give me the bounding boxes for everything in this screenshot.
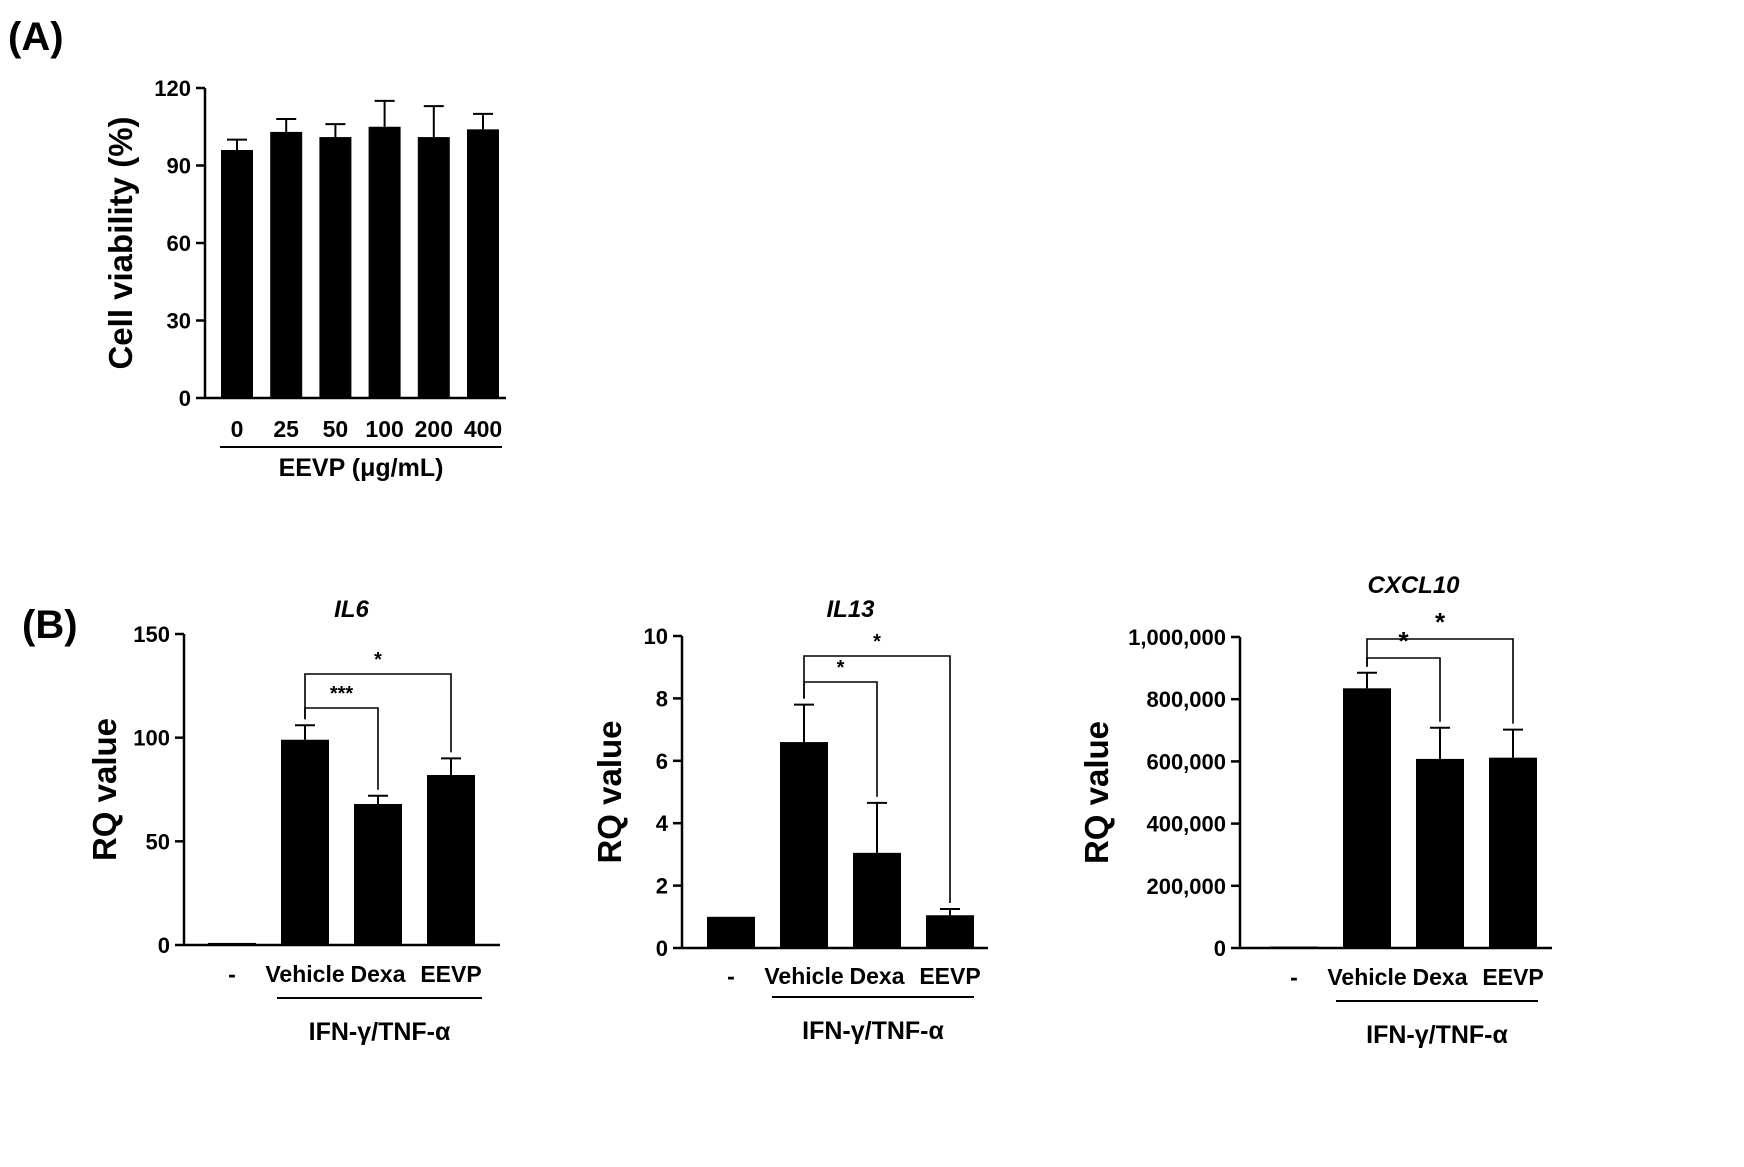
y-axis-label: RQ value bbox=[86, 718, 123, 861]
panel-label-b: (B) bbox=[22, 603, 78, 647]
significance-label: * bbox=[873, 631, 881, 653]
y-tick-label: 8 bbox=[656, 686, 668, 711]
y-tick-label: 400,000 bbox=[1146, 812, 1226, 837]
x-tick-label: Dexa bbox=[1413, 964, 1468, 990]
chart-title: CXCL10 bbox=[1367, 572, 1460, 599]
bar bbox=[467, 129, 499, 399]
x-tick-label: Vehicle bbox=[764, 963, 843, 989]
x-tick-label: Dexa bbox=[850, 963, 905, 989]
y-tick-label: 0 bbox=[656, 936, 668, 961]
chart-cell-viability: Cell viability (%) 0 30 60 90 120 0 25 50 100 200 4… bbox=[102, 76, 506, 482]
y-tick-label: 200,000 bbox=[1146, 874, 1226, 899]
x-axis-label: IFN-γ/TNF-α bbox=[309, 1018, 451, 1046]
y-tick-label: 6 bbox=[656, 749, 668, 774]
significance-label: * bbox=[837, 657, 845, 679]
significance-label: * bbox=[1398, 626, 1409, 656]
bar bbox=[368, 126, 401, 398]
y-tick-label: 10 bbox=[644, 624, 668, 649]
y-tick-label: 90 bbox=[167, 154, 191, 179]
bar bbox=[1343, 688, 1391, 948]
y-tick-label: 30 bbox=[167, 309, 191, 334]
chart-il6: IL6 RQ value 0 50 100 150 - Vehicle Dexa EEVP IFN-… bbox=[86, 596, 500, 1046]
y-tick-label: 100 bbox=[133, 726, 170, 751]
y-axis-label: RQ value bbox=[1078, 721, 1115, 864]
x-tick-label: Vehicle bbox=[1327, 964, 1406, 990]
x-tick-label: EEVP bbox=[919, 963, 980, 989]
bar bbox=[707, 916, 755, 948]
bar bbox=[926, 915, 974, 948]
x-axis-label: IFN-γ/TNF-α bbox=[802, 1017, 944, 1045]
y-tick-label: 120 bbox=[154, 76, 191, 101]
x-tick-label: - bbox=[228, 961, 236, 987]
y-tick-label: 50 bbox=[146, 829, 170, 854]
bar bbox=[780, 742, 828, 948]
x-tick-label: 50 bbox=[323, 416, 349, 442]
bar bbox=[417, 137, 450, 399]
significance-label: * bbox=[1435, 607, 1446, 637]
y-axis-label: Cell viability (%) bbox=[102, 116, 139, 369]
chart-il13: IL13 RQ value 0 2 4 6 8 10 - Vehicle Dexa EEVP IFN-γ… bbox=[591, 596, 988, 1045]
y-tick-label: 150 bbox=[133, 622, 170, 647]
x-tick-label: 0 bbox=[231, 416, 244, 442]
y-tick-label: 2 bbox=[656, 874, 668, 899]
bar bbox=[221, 150, 253, 398]
x-tick-label: Dexa bbox=[351, 961, 406, 987]
x-tick-label: 25 bbox=[273, 416, 299, 442]
bar bbox=[427, 774, 475, 945]
significance-label: *** bbox=[330, 683, 354, 705]
y-tick-label: 60 bbox=[167, 231, 191, 256]
bar bbox=[1416, 758, 1464, 948]
bar bbox=[319, 137, 352, 399]
significance-bracket bbox=[803, 655, 951, 903]
significance-label: * bbox=[374, 649, 382, 671]
y-tick-label: 600,000 bbox=[1146, 749, 1226, 774]
bar bbox=[1270, 946, 1318, 948]
chart-title: IL6 bbox=[334, 596, 369, 623]
y-tick-label: 4 bbox=[656, 811, 669, 836]
bar bbox=[270, 131, 303, 398]
y-tick-label: 0 bbox=[158, 933, 170, 958]
bar bbox=[853, 852, 901, 948]
significance-bracket bbox=[1366, 638, 1514, 724]
x-tick-label: 400 bbox=[464, 416, 502, 442]
x-tick-label: 200 bbox=[415, 416, 453, 442]
y-tick-label: 1,000,000 bbox=[1128, 625, 1226, 650]
x-tick-label: - bbox=[727, 963, 735, 989]
y-tick-label: 0 bbox=[1214, 936, 1226, 961]
x-tick-label: 100 bbox=[365, 416, 403, 442]
bar bbox=[281, 739, 329, 945]
y-axis-label: RQ value bbox=[591, 720, 628, 863]
bar bbox=[1489, 757, 1537, 948]
bar bbox=[208, 942, 256, 945]
x-tick-label: Vehicle bbox=[265, 961, 344, 987]
significance-bracket bbox=[304, 673, 452, 753]
bar bbox=[354, 804, 402, 945]
x-tick-label: EEVP bbox=[420, 961, 481, 987]
chart-cxcl10: CXCL10 RQ value 0 200,000 400,000 600,000 800,… bbox=[1078, 572, 1552, 1049]
x-axis-label: IFN-γ/TNF-α bbox=[1366, 1021, 1508, 1049]
x-axis-label: EEVP (μg/mL) bbox=[279, 454, 444, 482]
panel-label-a: (A) bbox=[8, 15, 64, 59]
y-tick-label: 800,000 bbox=[1146, 687, 1226, 712]
chart-title: IL13 bbox=[826, 596, 875, 623]
x-tick-label: - bbox=[1290, 964, 1298, 990]
y-tick-label: 0 bbox=[179, 386, 191, 411]
x-tick-label: EEVP bbox=[1482, 964, 1543, 990]
